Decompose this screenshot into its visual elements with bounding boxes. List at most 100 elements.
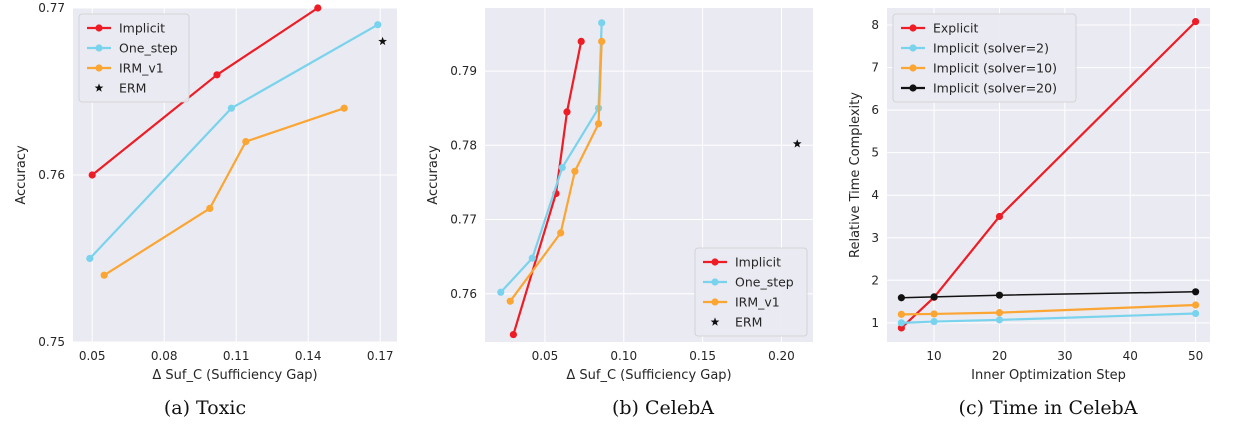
- data-point: [227, 104, 235, 112]
- data-point: [594, 120, 603, 128]
- data-point: [995, 212, 1004, 221]
- x-axis-label: Δ Suf_C (Sufficiency Gap): [152, 368, 317, 383]
- series-line: [900, 20, 1197, 329]
- y-tick-label: 0.78: [450, 138, 477, 152]
- legend-marker: [95, 64, 103, 72]
- y-axis-label: Relative Time Complexity: [848, 92, 863, 258]
- data-point: [1192, 301, 1200, 309]
- data-point: [577, 37, 585, 46]
- legend-box: [694, 247, 808, 337]
- legend-label: Implicit (solver=20): [933, 81, 1057, 96]
- legend-marker: [909, 64, 917, 72]
- data-point: [86, 254, 94, 263]
- chart-caption: (b) CelebA: [612, 397, 714, 419]
- data-point: [509, 330, 517, 339]
- legend-label: IRM_v1: [735, 295, 780, 310]
- series-line: [901, 291, 1196, 299]
- legend-marker: [95, 44, 103, 52]
- data-point: [213, 71, 221, 79]
- data-point: [374, 21, 382, 29]
- series-line: [512, 41, 583, 335]
- legend-box: [892, 13, 1077, 103]
- data-point: [571, 167, 579, 175]
- legend-label: Implicit (solver=2): [933, 41, 1049, 56]
- y-tick-label: 2: [871, 273, 879, 287]
- chart-caption: (a) Toxic: [164, 397, 246, 419]
- legend-label: Implicit (solver=10): [933, 61, 1057, 76]
- y-tick-label: 0.76: [450, 287, 477, 301]
- data-point: [995, 316, 1004, 324]
- data-point: [897, 294, 905, 302]
- x-tick-label: 0.17: [367, 349, 394, 363]
- legend-marker: [909, 44, 917, 52]
- y-axis-label: Accuracy: [14, 145, 29, 205]
- y-tick-label: 0.75: [38, 335, 65, 349]
- data-point: [598, 19, 606, 27]
- y-tick-label: 0.77: [38, 1, 65, 15]
- legend-label: One_step: [119, 41, 178, 56]
- data-point: [598, 37, 606, 46]
- legend-marker: [711, 278, 719, 286]
- data-point: [558, 163, 566, 172]
- legend-box: [78, 13, 190, 103]
- x-tick-label: 0.05: [79, 349, 106, 363]
- data-point: [930, 293, 938, 301]
- data-point: [314, 4, 322, 12]
- legend-label: ERM: [119, 81, 146, 96]
- y-tick-label: 5: [871, 146, 879, 160]
- x-tick-label: 0.14: [295, 349, 322, 363]
- y-tick-label: 7: [871, 61, 879, 75]
- y-tick-label: 4: [871, 188, 879, 202]
- legend-marker: [711, 258, 719, 266]
- data-point: [88, 171, 96, 179]
- x-tick-label: 0.05: [532, 349, 559, 363]
- x-tick-label: 50: [1188, 349, 1203, 363]
- x-tick-label: 40: [1123, 349, 1138, 363]
- legend-label: Implicit: [735, 255, 781, 270]
- y-tick-label: 0.76: [38, 168, 65, 182]
- y-tick-label: 0.77: [450, 213, 477, 227]
- legend: Explicit Implicit (solver=2) Implicit (sol…: [892, 13, 1077, 103]
- data-point: [995, 291, 1004, 299]
- data-point: [242, 138, 250, 146]
- data-point: [897, 319, 905, 327]
- x-tick-label: 30: [1057, 349, 1072, 363]
- data-point: [557, 229, 565, 237]
- y-tick-label: 1: [871, 316, 879, 330]
- series-line: [901, 312, 1196, 324]
- legend-marker: [909, 24, 917, 32]
- chart-caption: (c) Time in CelebA: [959, 397, 1138, 419]
- data-point: [930, 310, 938, 318]
- legend-label: Explicit: [933, 21, 979, 36]
- x-axis-label: Inner Optimization Step: [971, 368, 1126, 383]
- x-axis-label: Δ Suf_C (Sufficiency Gap): [566, 368, 731, 383]
- y-tick-label: 8: [871, 18, 879, 32]
- legend-marker: [711, 298, 719, 306]
- legend-label: ERM: [735, 315, 762, 330]
- y-axis-label: Accuracy: [426, 145, 441, 205]
- data-point: [497, 288, 505, 296]
- data-point: [563, 108, 571, 116]
- legend-label: IRM_v1: [119, 61, 164, 76]
- legend-marker-star: [94, 83, 104, 92]
- legend-label: Implicit: [119, 21, 165, 36]
- legend-marker: [909, 84, 917, 92]
- x-tick-label: 0.10: [610, 349, 637, 363]
- data-point: [528, 254, 536, 262]
- legend-marker-star: [710, 317, 720, 326]
- x-tick-label: 0.08: [151, 349, 178, 363]
- chart-panel-1: 0.05 0.08 0.11 0.14 0.17 0.75 0.76 0.77 Δ Suf_C …: [14, 1, 397, 419]
- data-point: [930, 317, 938, 326]
- x-tick-label: 0.20: [768, 349, 795, 363]
- legend: Implicit One_step IRM_v1 ERM: [78, 13, 190, 103]
- data-point-star: [792, 139, 802, 148]
- data-point: [206, 204, 214, 212]
- legend-label: One_step: [735, 275, 794, 290]
- y-tick-label: 0.79: [450, 64, 477, 78]
- chart-panel-2: 0.05 0.10 0.15 0.20 0.76 0.77 0.78 0.79 Δ Suf_C …: [426, 8, 813, 419]
- x-tick-label: 0.11: [223, 349, 250, 363]
- y-tick-label: 6: [871, 103, 879, 117]
- x-tick-label: 20: [992, 349, 1007, 363]
- data-point: [897, 324, 905, 332]
- legend: Implicit One_step IRM_v1 ERM: [694, 247, 808, 337]
